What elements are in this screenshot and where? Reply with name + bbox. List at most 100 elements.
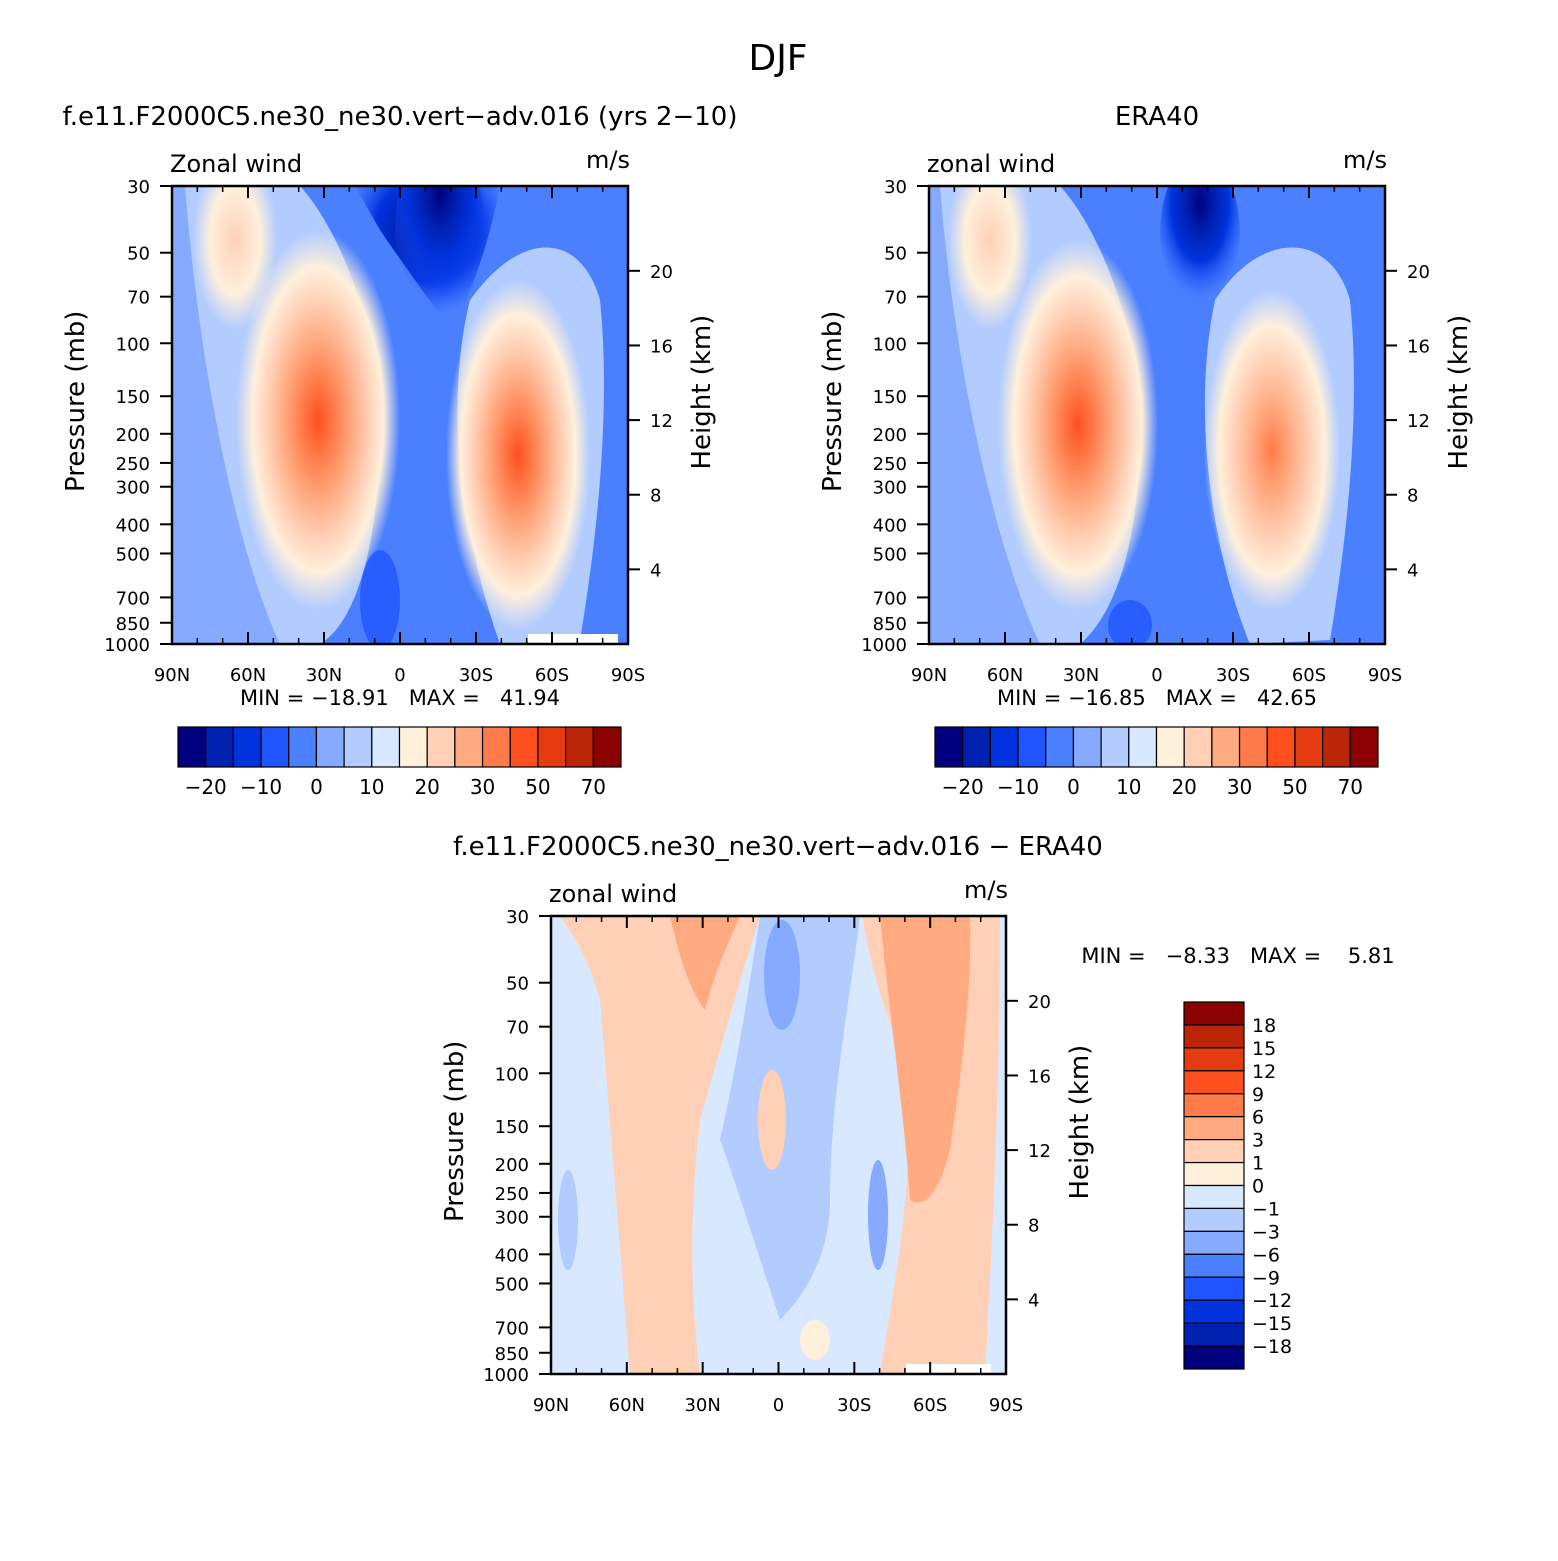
- colorbar-label: 70: [581, 775, 606, 799]
- colorbar-label: 12: [1252, 1061, 1276, 1083]
- pressure-tick-label: 250: [116, 454, 150, 475]
- lat-tick-label: 30N: [1063, 665, 1099, 686]
- colorbar-label: −3: [1252, 1221, 1280, 1243]
- pressure-tick-label: 500: [495, 1274, 529, 1295]
- colorbar-label: 15: [1252, 1038, 1276, 1060]
- pressure-tick-label: 30: [127, 177, 150, 198]
- colorbar-swatch: [1294, 726, 1324, 768]
- colorbar-swatch: [232, 726, 262, 768]
- colorbar-horizontal-1: −20 −10 0 10 20 30 50 70: [934, 726, 1379, 799]
- height-tick-label: 8: [1407, 486, 1418, 507]
- pressure-tick-label: 70: [884, 288, 907, 309]
- colorbar-label: 50: [1282, 775, 1307, 799]
- colorbar-swatch: [454, 726, 484, 768]
- pressure-tick-label: 850: [116, 614, 150, 635]
- tropical-minimum: [1160, 186, 1240, 315]
- pressure-axis-title: Pressure (mb): [61, 311, 91, 492]
- colorbar-swatch: [1211, 726, 1241, 768]
- colorbar-swatch: [1183, 1322, 1245, 1347]
- variable-label: Zonal wind: [170, 150, 302, 178]
- colorbar-label: 0: [1252, 1176, 1264, 1198]
- pressure-tick-label: 400: [116, 515, 150, 536]
- colorbar-swatch: [962, 726, 991, 768]
- colorbar-label: −20: [185, 775, 227, 799]
- nh-upper-positive: [670, 916, 740, 1010]
- variable-label: zonal wind: [549, 880, 677, 908]
- pressure-tick-label: 200: [495, 1155, 529, 1176]
- colorbar-swatch: [371, 726, 401, 768]
- pressure-axis-title: Pressure (mb): [440, 1041, 470, 1222]
- pressure-axis-title: Pressure (mb): [818, 311, 848, 492]
- pressure-tick-label: 1000: [483, 1365, 529, 1386]
- surface-easterlies: [360, 550, 400, 644]
- colorbar-label: 6: [1252, 1107, 1264, 1129]
- lat-tick-label: 60N: [230, 665, 266, 686]
- height-axis-title: Height (km): [687, 315, 717, 470]
- pressure-tick-label: 150: [873, 387, 907, 408]
- nh-jet-upper: [948, 186, 1032, 330]
- lat-tick-label: 30S: [837, 1395, 871, 1416]
- units-label: m/s: [1343, 146, 1387, 174]
- tropical-min-core: [764, 920, 800, 1030]
- pressure-tick-label: 1000: [861, 635, 907, 656]
- tropical-negative: [720, 916, 860, 1320]
- panel-model-plot: Zonal wind m/s MIN = −18.91 MAX = 41.94: [170, 146, 630, 710]
- colorbar-label: 9: [1252, 1084, 1264, 1106]
- colorbar-swatch: [509, 726, 539, 768]
- pressure-tick-label: 30: [506, 907, 529, 928]
- min-max-label: MIN = −8.33 MAX = 5.81: [1081, 944, 1394, 968]
- lat-tick-label: 30S: [459, 665, 493, 686]
- colorbar-swatch: [1183, 1276, 1245, 1301]
- pressure-tick-label: 1000: [104, 635, 150, 656]
- lat-tick-label: 90S: [989, 1395, 1023, 1416]
- colorbar-label: 70: [1338, 775, 1363, 799]
- colorbar-swatch: [1183, 1047, 1245, 1072]
- lat-tick-label: 0: [773, 1395, 784, 1416]
- colorbar-swatch: [205, 726, 234, 768]
- colorbar-swatch: [1183, 1139, 1245, 1164]
- colorbar-swatch: [592, 726, 622, 768]
- pressure-tick-label: 250: [495, 1184, 529, 1205]
- missing-data: [528, 634, 618, 644]
- colorbar-swatch: [1183, 1345, 1245, 1370]
- colorbar-label: 30: [1227, 775, 1252, 799]
- colorbar-label: −1: [1252, 1198, 1280, 1220]
- lat-tick-label: 90S: [611, 665, 645, 686]
- colorbar-swatch: [315, 726, 345, 768]
- axes-layer: 3050701001502002503004005007008501000201…: [61, 177, 1474, 1416]
- colorbar-label: −12: [1252, 1290, 1292, 1312]
- lat-tick-label: 90N: [533, 1395, 569, 1416]
- lat-tick-label: 60S: [535, 665, 569, 686]
- colorbar-horizontal-0: −20 −10 0 10 20 30 50 70: [177, 726, 622, 799]
- colorbar-swatch: [1128, 726, 1158, 768]
- pressure-tick-label: 300: [116, 478, 150, 499]
- nh-jet-core: [236, 230, 400, 610]
- pressure-tick-label: 50: [884, 244, 907, 265]
- colorbar-swatch: [343, 726, 373, 768]
- missing-data: [906, 1364, 991, 1374]
- colorbar-label: 0: [1067, 775, 1080, 799]
- pressure-tick-label: 250: [873, 454, 907, 475]
- pressure-tick-label: 200: [116, 425, 150, 446]
- colorbar-label: 3: [1252, 1130, 1264, 1152]
- panel-era40-plot: zonal wind m/s MIN = −16.85 MAX = 42.65: [927, 146, 1387, 710]
- height-tick-label: 4: [1407, 560, 1418, 581]
- pressure-tick-label: 300: [495, 1208, 529, 1229]
- colorbar-swatch: [1238, 726, 1268, 768]
- pressure-tick-label: 50: [506, 974, 529, 995]
- colorbar-label: −20: [942, 775, 984, 799]
- panel-title-model: f.e11.F2000C5.ne30_ne30.vert−adv.016 (yr…: [63, 102, 738, 132]
- colorbar-label: 50: [525, 775, 550, 799]
- colorbar-label: 0: [310, 775, 323, 799]
- colorbar-swatch: [1183, 1161, 1245, 1187]
- pressure-tick-label: 150: [495, 1117, 529, 1138]
- colorbar-swatch: [934, 726, 964, 768]
- lat-tick-label: 30N: [306, 665, 342, 686]
- panel-title-era40: ERA40: [1115, 102, 1199, 132]
- height-tick-label: 12: [1028, 1141, 1051, 1162]
- tropical-pos-pocket: [758, 1070, 786, 1170]
- colorbar-label: −10: [997, 775, 1039, 799]
- sh-upper-positive: [880, 916, 971, 1203]
